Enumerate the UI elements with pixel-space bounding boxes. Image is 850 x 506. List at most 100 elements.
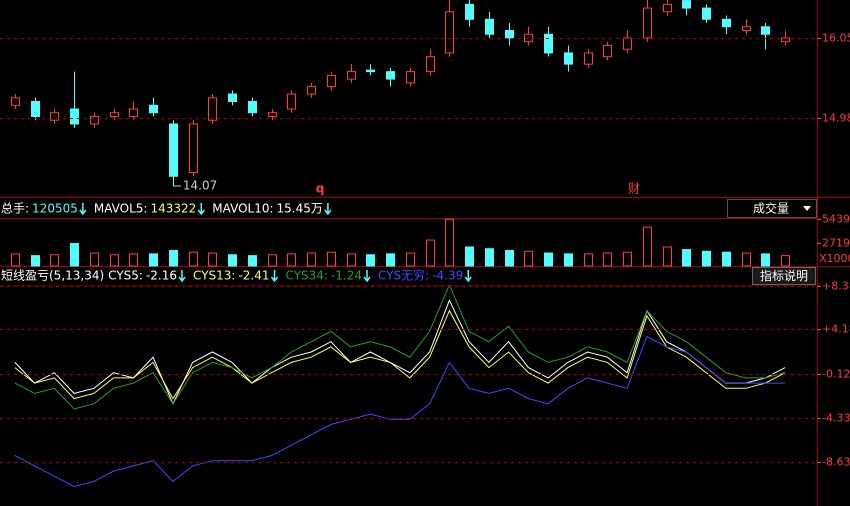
- volume-bar: [485, 248, 494, 267]
- trend-arrow: [79, 203, 87, 216]
- volume-bar: [149, 253, 158, 267]
- dropdown[interactable]: [727, 199, 817, 218]
- candle-body: [50, 112, 59, 121]
- button-label[interactable]: 指标说明: [760, 268, 808, 283]
- volume-bar: [702, 250, 711, 267]
- candle-body: [149, 104, 158, 114]
- candle-body: [603, 44, 612, 58]
- volume-bar: [189, 251, 198, 267]
- legend-name: CYS5:: [108, 269, 143, 283]
- headers: 总手: 120505 MAVOL5: 143322 MAVOL10: 15.45万短线盈亏…: [1, 202, 472, 283]
- volume-bar: [307, 252, 316, 267]
- y-tick-label: -8.63: [822, 456, 850, 469]
- trend-arrow: [270, 270, 279, 283]
- volume-bar: [110, 254, 119, 267]
- candle-body: [70, 108, 79, 125]
- volume-bar: [268, 254, 277, 267]
- candle-body: [90, 115, 99, 125]
- candle-body: [445, 11, 454, 54]
- legend-name: CYS34:: [286, 269, 328, 283]
- y-tick-label: -4.33: [822, 412, 850, 425]
- low-label: 14.07: [183, 179, 217, 193]
- indicator-name: 短线盈亏(5,13,34): [1, 269, 104, 283]
- candle-body: [485, 18, 494, 35]
- volume-bar: [584, 253, 593, 267]
- indicator-panel: [14, 285, 786, 488]
- candle-body: [169, 123, 178, 177]
- volume-bar: [386, 253, 395, 267]
- legend-value: -4.39: [432, 269, 463, 283]
- candle-body: [129, 108, 138, 117]
- dropdown-arrow: [803, 206, 811, 211]
- candle-body: [584, 52, 593, 65]
- price-panel: [11, 0, 790, 187]
- volume-bar: [366, 254, 375, 267]
- axis: 16.05 14.98 54390 27195 X1000 +8.38 +4.18 -0.12…: [0, 32, 850, 469]
- trend-arrow: [178, 270, 186, 283]
- volume-bar: [722, 251, 731, 267]
- candle-body: [544, 33, 553, 54]
- legend-value: -2.16: [146, 269, 177, 283]
- header-label: MAVOL5:: [94, 202, 148, 216]
- volume-bar: [228, 254, 237, 267]
- legend-value: -1.24: [331, 269, 362, 283]
- candle-body: [426, 56, 435, 73]
- trend-arrow: [464, 270, 472, 283]
- volume-bar: [327, 251, 336, 267]
- volume-bar: [742, 252, 751, 267]
- candle-body: [781, 37, 790, 43]
- legend-value: -2.41: [238, 269, 269, 283]
- volume-bar: [129, 253, 138, 267]
- y-tick-label: +8.38: [822, 280, 850, 293]
- volume-bar: [426, 239, 435, 267]
- header-label: MAVOL10:: [212, 202, 273, 216]
- volume-bar: [682, 249, 691, 267]
- legend-name: CYS13:: [193, 269, 235, 283]
- volume-bar: [50, 254, 59, 267]
- button[interactable]: [752, 267, 816, 285]
- candle-body: [268, 112, 277, 117]
- dropdown-label[interactable]: 成交量: [753, 201, 789, 216]
- volume-bar: [31, 255, 40, 267]
- candle-body: [110, 112, 119, 117]
- volume-bar: [505, 249, 514, 267]
- candle-body: [524, 33, 533, 43]
- candle-body: [465, 3, 474, 20]
- y-tick-label: +4.18: [822, 323, 850, 336]
- indicator-line: [14, 335, 786, 488]
- candle-body: [347, 71, 356, 80]
- volume-bar: [663, 246, 672, 267]
- volume-bar: [761, 253, 770, 267]
- candle-body: [682, 0, 691, 9]
- annotation: 财: [628, 182, 640, 196]
- volume-bar: [347, 253, 356, 267]
- y-tick-label: 54390: [822, 213, 850, 226]
- y-tick-label: 16.05: [822, 32, 850, 45]
- volume-bar: [406, 252, 415, 267]
- annotation: q: [316, 182, 325, 196]
- volume-bar: [623, 251, 632, 267]
- candle-body: [327, 74, 336, 88]
- candle-body: [505, 30, 514, 39]
- candle-body: [564, 52, 573, 65]
- candle-body: [406, 71, 415, 84]
- candle-body: [643, 7, 652, 39]
- volume-bar: [465, 246, 474, 267]
- candle-body: [208, 97, 217, 121]
- volume-bar: [544, 252, 553, 267]
- candle-body: [623, 37, 632, 50]
- y-tick-label: -0.12: [822, 368, 850, 381]
- volume-bar: [248, 255, 257, 267]
- volume-bar: [208, 252, 217, 267]
- header-value: 120505: [32, 202, 78, 216]
- unit-label: X1000: [819, 252, 850, 265]
- y-tick-label: 27195: [822, 237, 850, 250]
- volume-bar: [524, 250, 533, 267]
- trend-arrow: [197, 203, 205, 216]
- candle-body: [366, 69, 375, 73]
- volume-bar: [90, 252, 99, 267]
- candle-body: [386, 71, 395, 80]
- volume-bar: [603, 252, 612, 267]
- candle-body: [248, 101, 257, 114]
